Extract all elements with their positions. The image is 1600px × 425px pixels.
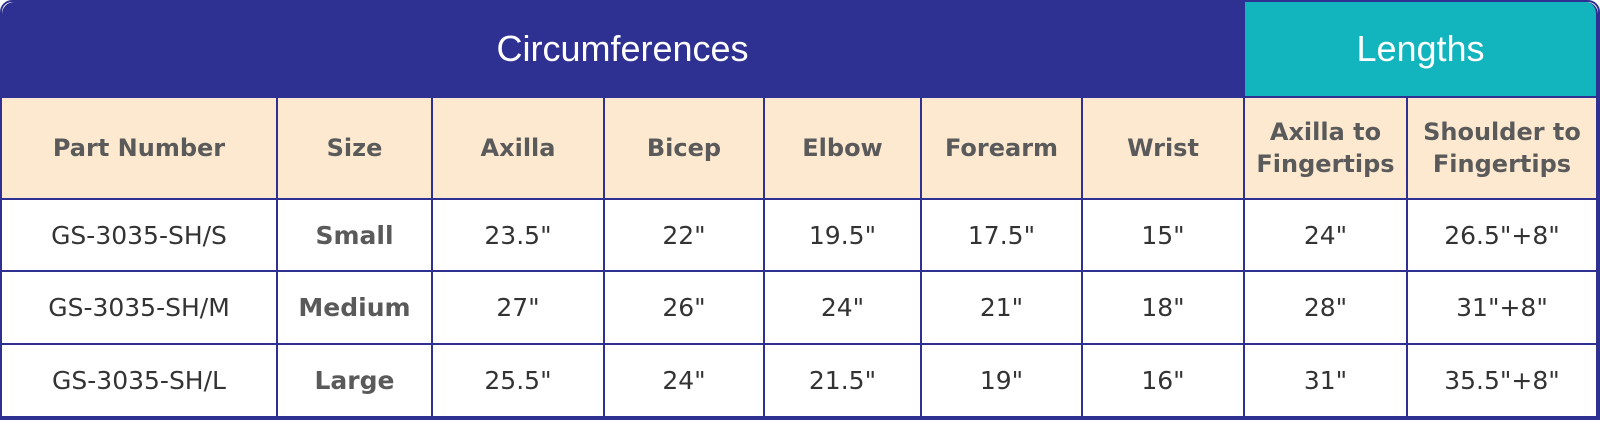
column-header: Axilla to Fingertips (1245, 98, 1408, 200)
table-cell: 17.5" (922, 200, 1083, 272)
column-header: Size (278, 98, 433, 200)
table-cell: 26.5"+8" (1408, 200, 1598, 272)
table-cell: 16" (1083, 345, 1245, 418)
table-cell: 21.5" (765, 345, 922, 418)
column-header: Wrist (1083, 98, 1245, 200)
table-cell: 21" (922, 272, 1083, 345)
table-cell: 26" (605, 272, 765, 345)
table-cell: 22" (605, 200, 765, 272)
table-cell: 27" (433, 272, 605, 345)
column-header: Shoulder to Fingertips (1408, 98, 1598, 200)
table-cell: 24" (605, 345, 765, 418)
column-header: Part Number (2, 98, 278, 200)
table-cell: 18" (1083, 272, 1245, 345)
table-cell: 31"+8" (1408, 272, 1598, 345)
column-header: Bicep (605, 98, 765, 200)
table-cell: Small (278, 200, 433, 272)
column-header: Forearm (922, 98, 1083, 200)
column-header: Axilla (433, 98, 605, 200)
table-cell: 25.5" (433, 345, 605, 418)
table-cell: 15" (1083, 200, 1245, 272)
group-header: Lengths (1245, 2, 1598, 98)
table-cell: Large (278, 345, 433, 418)
table-cell: 23.5" (433, 200, 605, 272)
table-cell: 28" (1245, 272, 1408, 345)
table-cell: 24" (765, 272, 922, 345)
part-number: GS-3035-SH/S (2, 200, 278, 272)
table-cell: 31" (1245, 345, 1408, 418)
table-cell: 24" (1245, 200, 1408, 272)
column-header: Elbow (765, 98, 922, 200)
table-cell: 19" (922, 345, 1083, 418)
table-cell: 35.5"+8" (1408, 345, 1598, 418)
part-number: GS-3035-SH/M (2, 272, 278, 345)
table-cell: 19.5" (765, 200, 922, 272)
table-cell: Medium (278, 272, 433, 345)
group-header: Circumferences (2, 2, 1245, 98)
part-number: GS-3035-SH/L (2, 345, 278, 418)
